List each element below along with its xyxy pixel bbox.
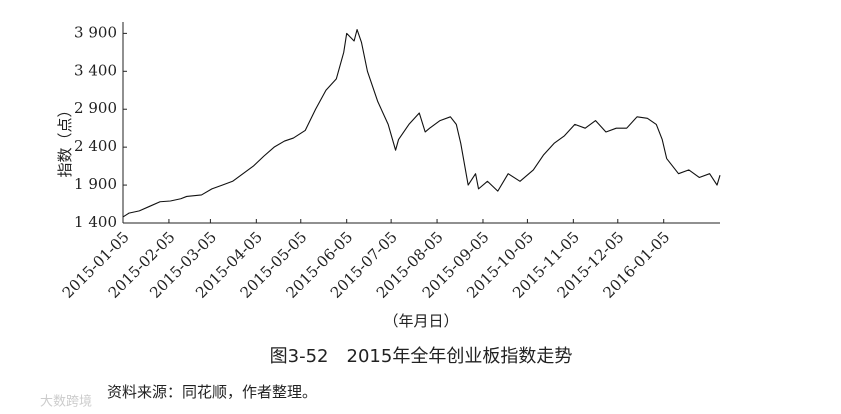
watermark: 大数跨境: [40, 395, 92, 410]
y-tick-label: 2 400: [74, 137, 117, 155]
index-line: [122, 29, 721, 218]
y-tick-label: 2 900: [74, 99, 117, 117]
caption: 图3-52 2015年全年创业板指数走势: [270, 346, 573, 367]
y-axis-label: 指数（点）: [56, 102, 74, 177]
y-tick-label: 1 400: [74, 213, 117, 231]
x-axis-label: （年月日）: [383, 312, 458, 330]
y-tick-label: 1 900: [74, 175, 117, 193]
y-tick-label: 3 900: [74, 23, 117, 41]
source-note: 资料来源：同花顺，作者整理。: [107, 383, 317, 401]
y-tick-label: 3 400: [74, 61, 117, 79]
